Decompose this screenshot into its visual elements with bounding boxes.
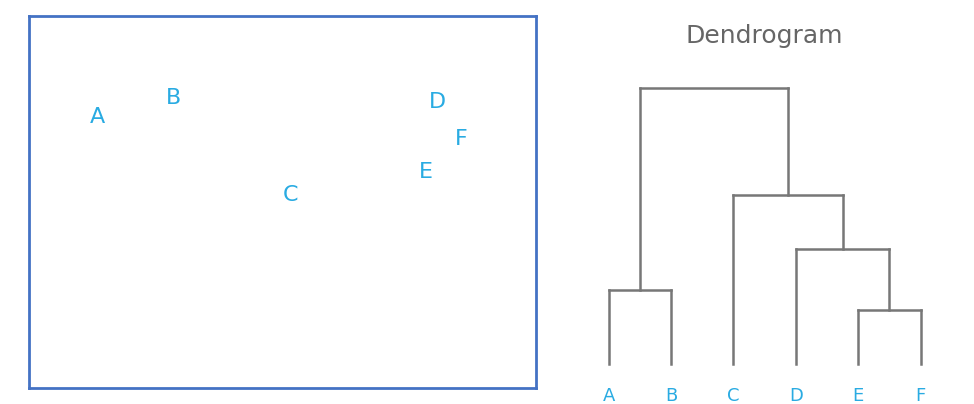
Text: C: C (282, 185, 298, 204)
Text: B: B (166, 88, 181, 108)
Text: C: C (728, 387, 739, 404)
Text: F: F (916, 387, 925, 404)
Text: A: A (90, 107, 105, 126)
Text: E: E (852, 387, 864, 404)
Text: A: A (602, 387, 615, 404)
Text: D: D (430, 92, 446, 112)
Text: Dendrogram: Dendrogram (686, 23, 843, 48)
Text: D: D (789, 387, 803, 404)
Text: F: F (455, 129, 468, 149)
Text: B: B (665, 387, 677, 404)
Text: E: E (419, 162, 433, 182)
